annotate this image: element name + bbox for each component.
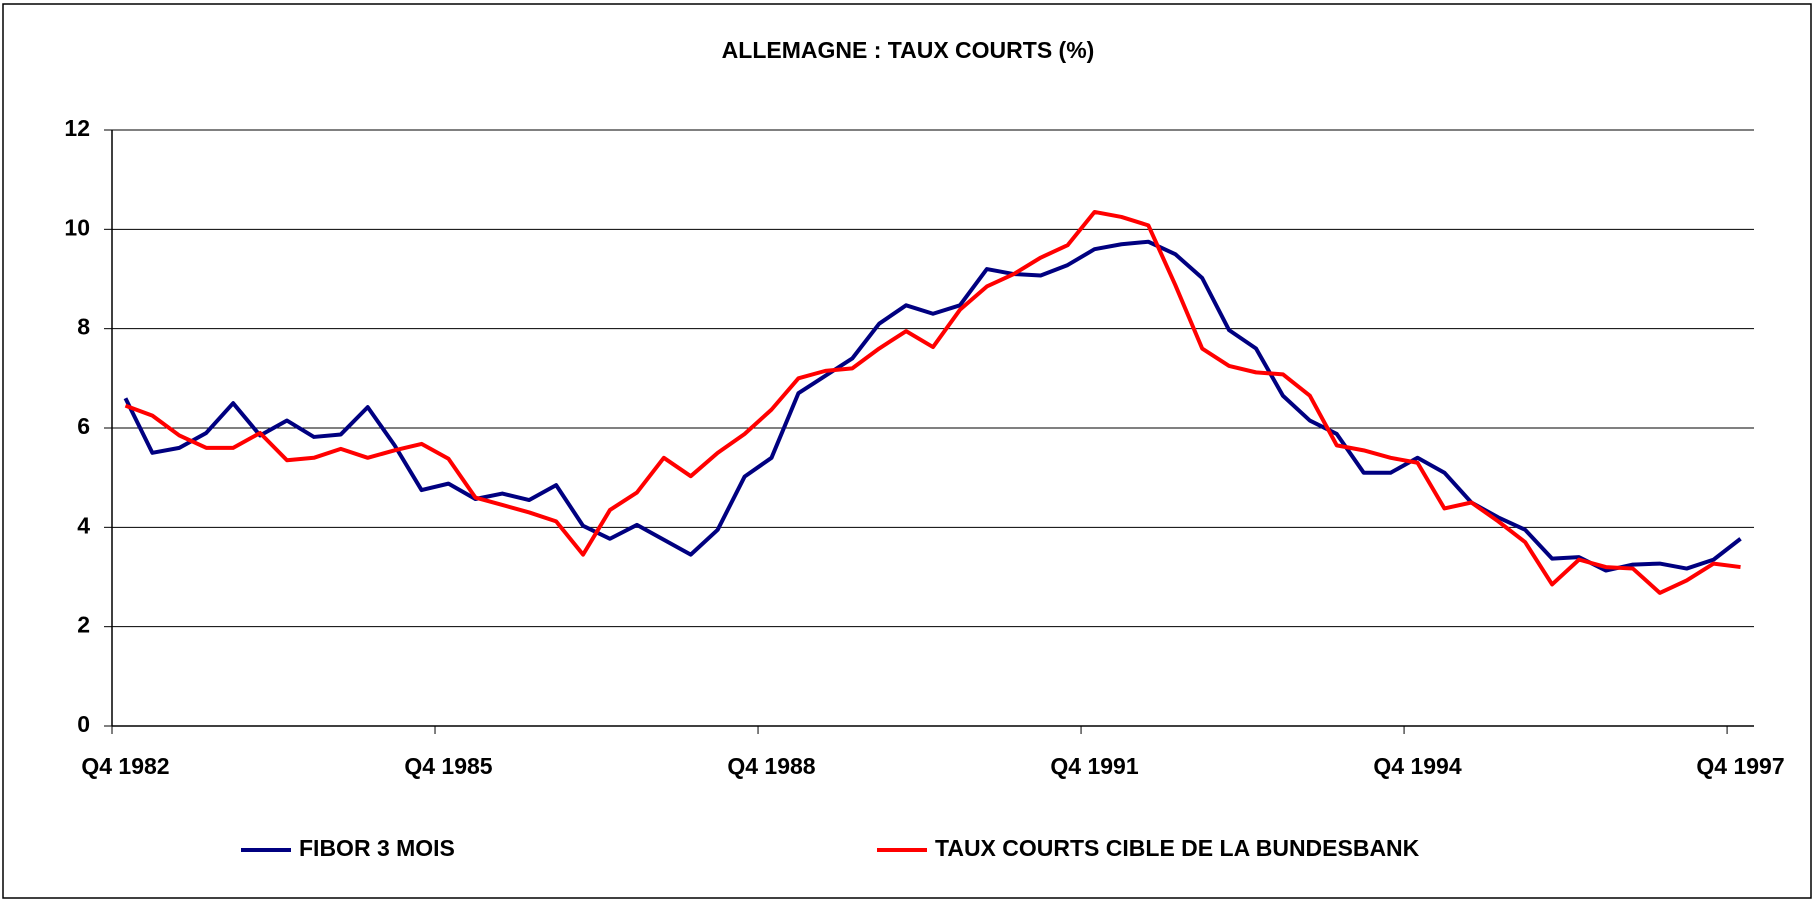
- legend-label: TAUX COURTS CIBLE DE LA BUNDESBANK: [935, 835, 1420, 861]
- series-line: [124, 209, 1741, 595]
- y-tick-label: 0: [77, 711, 90, 737]
- chart-title: ALLEMAGNE : TAUX COURTS (%): [722, 37, 1095, 63]
- y-tick-label: 8: [77, 314, 90, 340]
- x-tick-label: Q4 1982: [81, 753, 169, 779]
- y-tick-label: 12: [64, 115, 90, 141]
- x-tick-label: Q4 1985: [404, 753, 492, 779]
- y-tick-label: 6: [77, 413, 90, 439]
- x-tick-label: Q4 1991: [1050, 753, 1138, 779]
- legend-label: FIBOR 3 MOIS: [299, 835, 455, 861]
- y-tick-label: 4: [77, 512, 90, 538]
- x-tick-label: Q4 1988: [727, 753, 815, 779]
- chart-frame: [2, 3, 1812, 899]
- y-tick-label: 2: [77, 612, 90, 638]
- y-tick-label: 10: [64, 214, 90, 240]
- x-tick-label: Q4 1997: [1696, 753, 1784, 779]
- x-tick-label: Q4 1994: [1373, 753, 1461, 779]
